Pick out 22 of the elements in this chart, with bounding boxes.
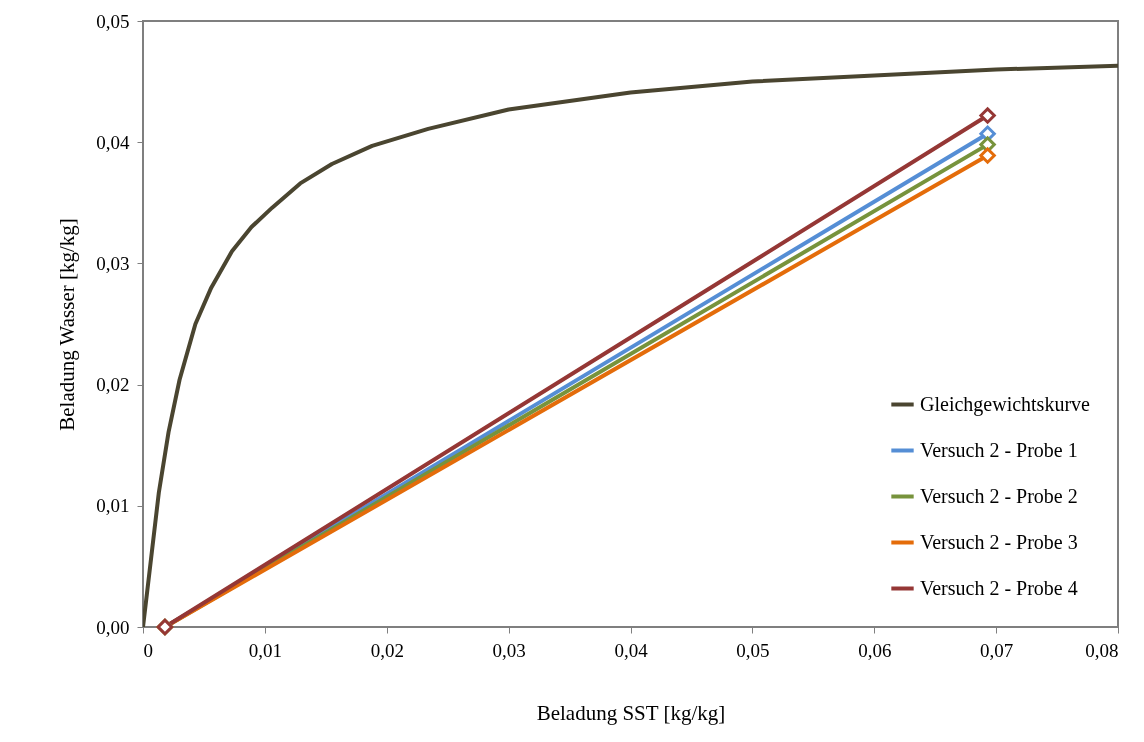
legend-label: Versuch 2 - Probe 4 — [920, 576, 1078, 599]
y-tick-label: 0,04 — [96, 131, 130, 153]
y-tick-label: 0,01 — [96, 495, 130, 517]
x-tick-label: 0,08 — [1085, 639, 1119, 661]
x-tick-label: 0,06 — [858, 639, 892, 661]
x-tick-label: 0,03 — [492, 639, 526, 661]
x-tick-label: 0,02 — [370, 639, 404, 661]
y-tick-label: 0,03 — [96, 252, 130, 274]
legend-label: Versuch 2 - Probe 3 — [920, 530, 1078, 553]
legend-label: Versuch 2 - Probe 2 — [920, 484, 1078, 507]
legend-label: Gleichgewichtskurve — [920, 392, 1091, 416]
x-tick-label: 0,01 — [248, 639, 282, 661]
legend-label: Versuch 2 - Probe 1 — [920, 438, 1078, 461]
x-tick-label: 0,05 — [736, 639, 770, 661]
x-tick-label: 0,04 — [614, 639, 649, 661]
y-tick-label: 0,05 — [96, 10, 130, 32]
x-axis-title: Beladung SST [kg/kg] — [536, 700, 726, 725]
x-tick-label: 0,07 — [980, 639, 1014, 661]
x-tick-label: 0 — [143, 639, 153, 661]
y-axis-title: Beladung Wasser [kg/kg] — [55, 218, 80, 431]
y-tick-label: 0,00 — [96, 616, 130, 638]
y-tick-label: 0,02 — [96, 374, 130, 396]
